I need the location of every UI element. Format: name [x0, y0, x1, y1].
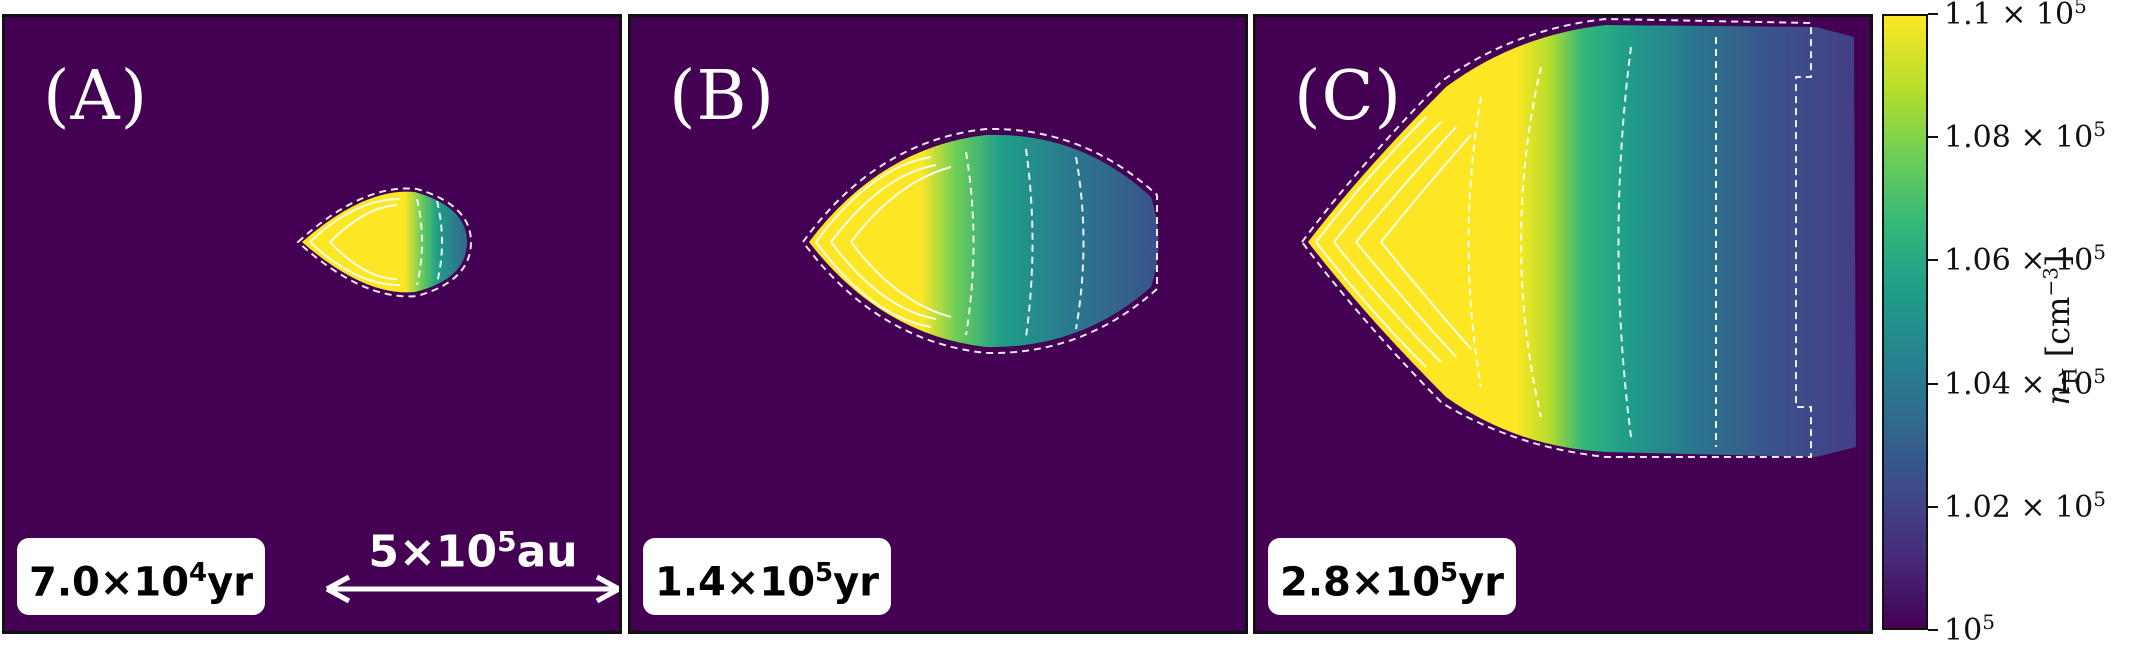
- panel-b-label: (B): [669, 57, 776, 136]
- panel-a-plot: [5, 17, 619, 631]
- colorbar-tick: [1928, 13, 1938, 15]
- panel-c-label: (C): [1294, 57, 1403, 136]
- colorbar-tick-label: 1.02 × 105: [1944, 486, 2106, 525]
- colorbar-tick: [1928, 382, 1938, 385]
- colorbar-tick-label: 1.1 × 105: [1944, 0, 2087, 32]
- colorbar-tick: [1928, 136, 1938, 139]
- scale-bar-arrow: [325, 574, 619, 604]
- colorbar-tick-label: 1.06 × 105: [1944, 240, 2106, 279]
- colorbar-tick: [1928, 629, 1938, 631]
- colorbar-tick: [1928, 259, 1938, 262]
- panel-c-plot: [1256, 17, 1870, 631]
- contours-a: [296, 187, 473, 298]
- panel-a: (A) 7.0×104yr 5×105au: [2, 14, 622, 634]
- panel-b-time: 1.4×105yr: [643, 537, 891, 615]
- density-blob-b: [809, 134, 1159, 348]
- colorbar-label: nH [cm−3]: [2038, 254, 2082, 406]
- panel-c: (C) 2.8×105yr: [1253, 14, 1873, 634]
- colorbar-tick-label: 105: [1944, 610, 1995, 648]
- panel-a-time: 7.0×104yr: [17, 537, 265, 615]
- panel-b: (B) 1.4×105yr: [628, 14, 1248, 634]
- colorbar: [1882, 14, 1928, 630]
- contours-c: [1300, 17, 1812, 458]
- contours-b: [801, 127, 1158, 355]
- colorbar-tick: [1928, 505, 1938, 508]
- panel-b-plot: [631, 17, 1245, 631]
- colorbar-tick-label: 1.08 × 105: [1944, 117, 2106, 156]
- panel-c-time: 2.8×105yr: [1268, 537, 1516, 615]
- scale-bar-label: 5×105au: [368, 525, 578, 578]
- colorbar-tick-label: 1.04 × 105: [1944, 363, 2106, 402]
- scale-bar: 5×105au: [323, 525, 619, 615]
- density-blob-c: [1308, 25, 1856, 457]
- panel-a-label: (A): [43, 57, 149, 136]
